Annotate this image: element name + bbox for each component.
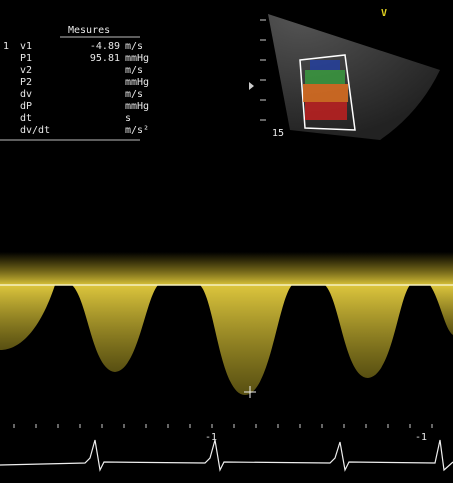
ultrasound-screen: Mesures 1 v1 -4.89 m/s P1 95.81 mmHg v2 m/s P2 mmH… [0,0,457,488]
row-unit: m/s² [125,125,149,136]
row-unit: s [125,113,131,124]
color-flow [305,102,347,120]
row-label: P2 [20,77,32,88]
spectrum-band [0,252,453,285]
row-unit: mmHg [125,77,149,88]
row-value: -4.89 [90,41,120,52]
probe-marker: V [381,8,387,19]
row-label: dP [20,101,32,112]
row-unit: mmHg [125,101,149,112]
row-label: v2 [20,65,32,76]
row-unit: mmHg [125,53,149,64]
row-label: dv/dt [20,125,50,136]
row-label: P1 [20,53,32,64]
row-label: dv [20,89,32,100]
row-label: dt [20,113,32,124]
time-label: -1 [415,432,427,443]
panel-title: Mesures [68,25,110,36]
row-unit: m/s [125,41,143,52]
color-flow [303,84,348,102]
color-flow [310,60,340,70]
row-value: 95.81 [90,53,120,64]
row-unit: m/s [125,65,143,76]
depth-label: 15 [272,128,284,139]
row-label: v1 [20,41,32,52]
row-index: 1 [3,41,9,52]
row-unit: m/s [125,89,143,100]
color-flow [305,70,345,84]
